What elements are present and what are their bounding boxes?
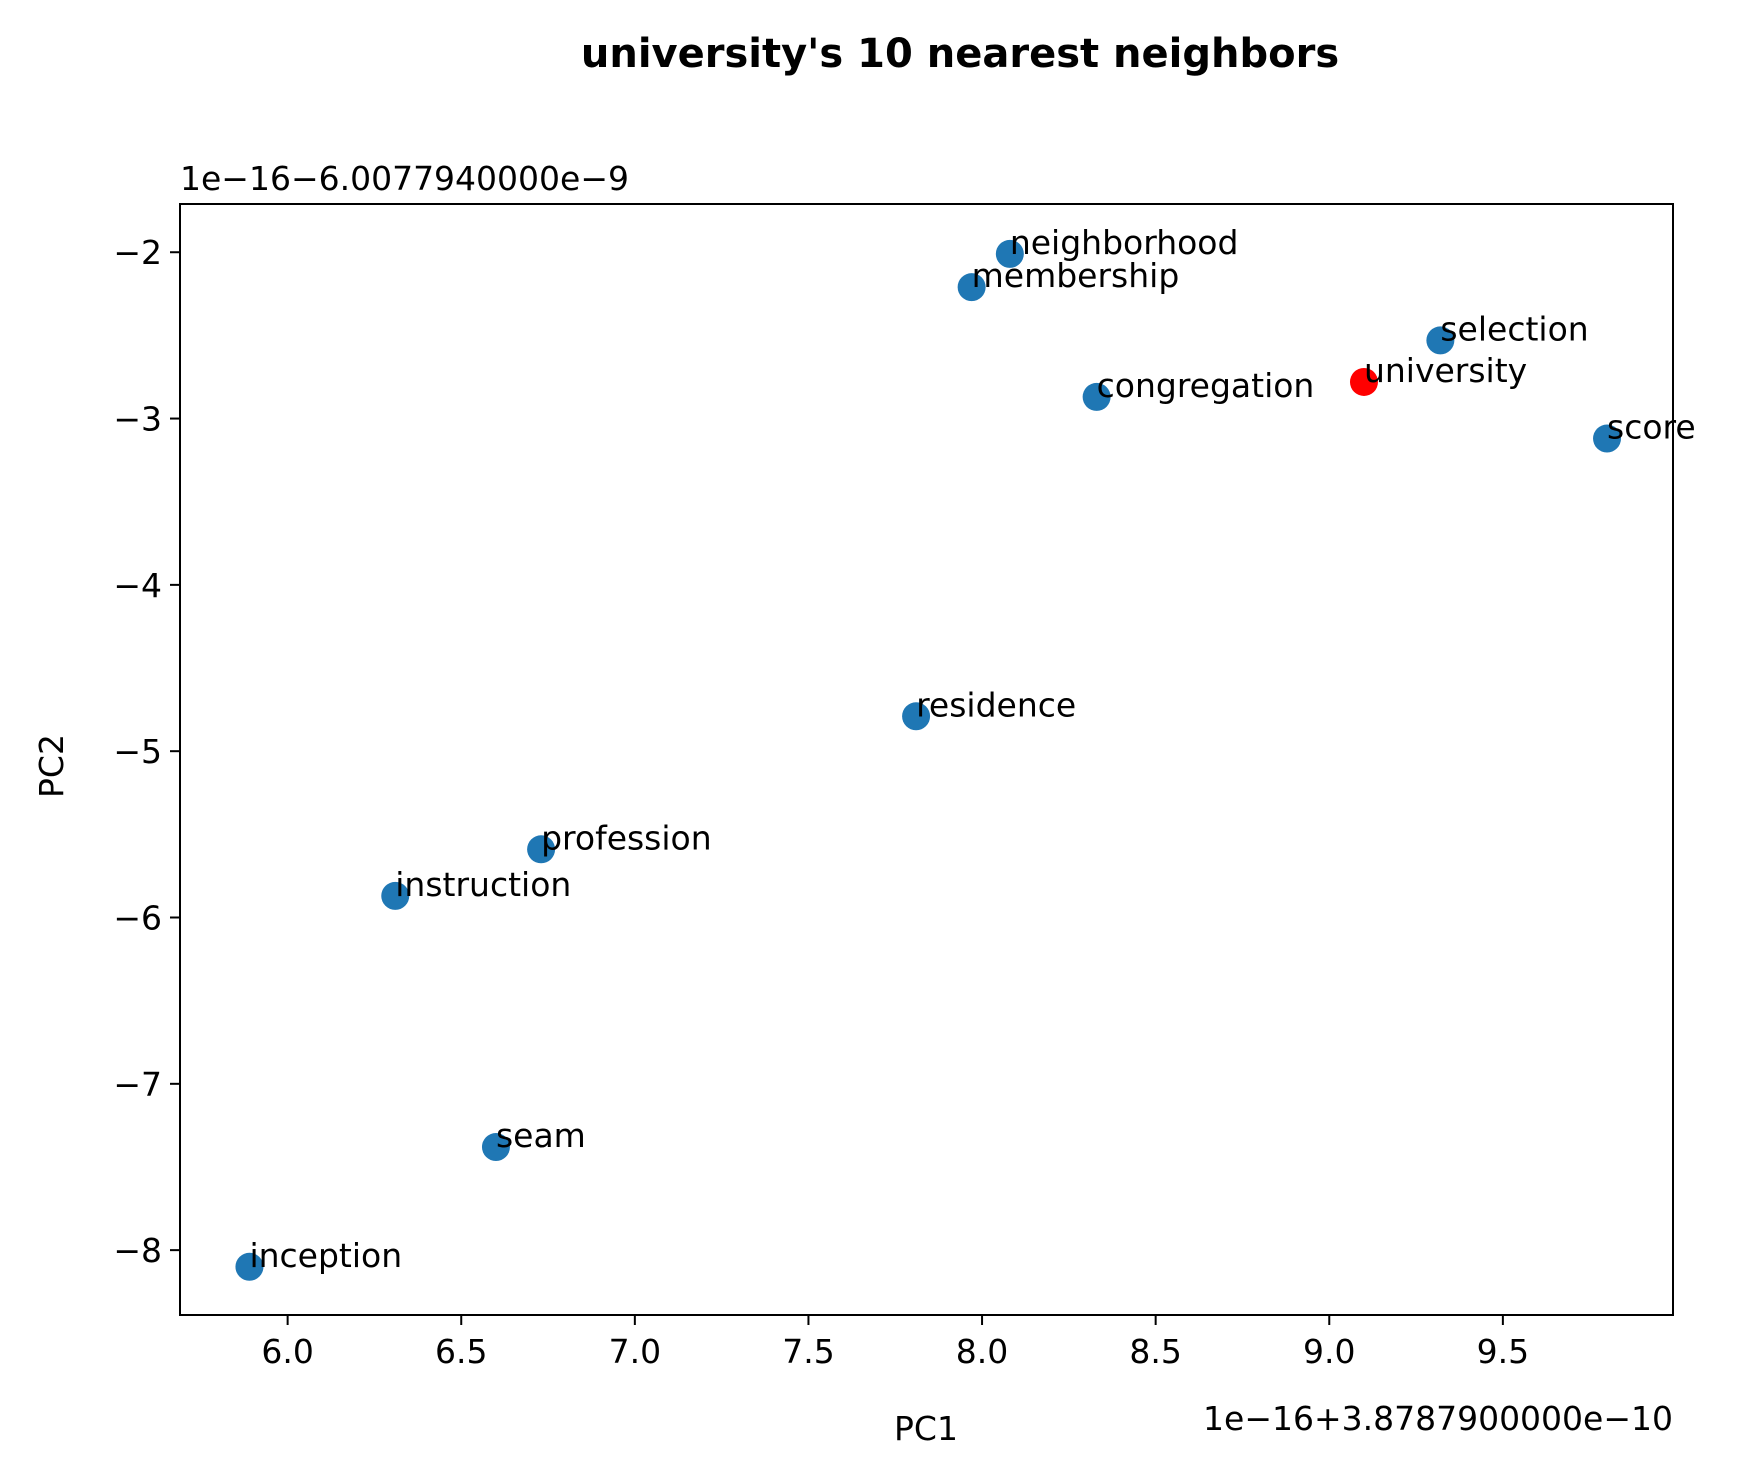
y-tick-label: −8 [113,1231,162,1270]
y-tick-label: −3 [113,400,162,439]
x-tick-label: 9.0 [1303,1332,1355,1371]
neighbor-point [1426,326,1455,355]
point-label: inception [249,1236,402,1275]
x-axis-ticks: 6.0 6.5 7.0 7.5 8.0 8.5 9.0 9.5 [261,1315,1529,1371]
neighbor-point [957,273,986,302]
x-tick-label: 9.5 [1477,1332,1529,1371]
neighbor-point [235,1252,264,1281]
point-label: congregation [1097,366,1315,405]
x-offset-label: 1e−16+3.8787900000e−10 [1203,1399,1673,1438]
point-label: score [1607,408,1696,447]
chart-title: university's 10 nearest neighbors [581,31,1339,77]
y-tick-label: −5 [113,732,162,771]
point-label: seam [496,1116,586,1155]
x-tick-label: 8.0 [956,1332,1008,1371]
neighbor-point [902,702,931,731]
neighbor-point [995,239,1024,268]
y-offset-label: 1e−16−6.0077940000e−9 [180,159,629,198]
point-label: university [1364,351,1527,390]
y-tick-label: −2 [113,233,162,272]
data-points [235,239,1622,1281]
point-label: instruction [395,865,571,904]
y-tick-label: −4 [113,566,162,605]
neighbor-point [381,881,410,910]
plot-area [179,203,1674,1316]
neighbor-point [1082,382,1111,411]
y-axis-label: PC2 [32,734,71,798]
x-tick-label: 6.5 [435,1332,487,1371]
point-label: profession [541,818,712,857]
query-point [1349,367,1378,396]
neighbor-point [481,1133,510,1162]
point-label: selection [1440,309,1588,348]
neighbor-point [1593,424,1622,453]
x-axis-label: PC1 [894,1409,958,1448]
point-label: membership [972,256,1180,295]
point-label: neighborhood [1010,223,1239,262]
neighbor-point [527,835,556,864]
x-tick-label: 7.0 [609,1332,661,1371]
x-tick-label: 7.5 [782,1332,834,1371]
point-label: residence [916,685,1076,724]
x-tick-label: 6.0 [261,1332,313,1371]
y-tick-label: −7 [113,1065,162,1104]
y-tick-label: −6 [113,899,162,938]
y-axis-ticks: −2 −3 −4 −5 −6 −7 −8 [113,233,180,1270]
x-tick-label: 8.5 [1129,1332,1181,1371]
